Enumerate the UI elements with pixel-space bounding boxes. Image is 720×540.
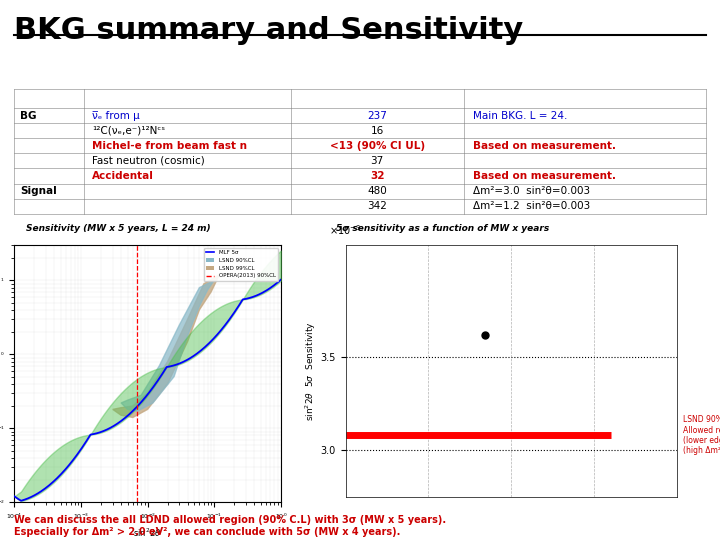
Text: Accidental: Accidental — [92, 171, 153, 181]
Legend: MLF 5σ, LSND 90%CL, LSND 99%CL, OPERA(2013) 90%CL: MLF 5σ, LSND 90%CL, LSND 99%CL, OPERA(20… — [204, 248, 278, 281]
Text: $\times10^{-3}$: $\times10^{-3}$ — [329, 224, 361, 237]
Text: Number of Event/50t/5y: Number of Event/50t/5y — [307, 93, 447, 104]
Text: BKG summary and Sensitivity: BKG summary and Sensitivity — [14, 16, 523, 45]
Text: Contents: Contents — [161, 93, 214, 104]
Text: <13 (90% CI UL): <13 (90% CI UL) — [330, 141, 425, 151]
Polygon shape — [113, 274, 220, 417]
Text: ν̅ₑ from μ: ν̅ₑ from μ — [92, 111, 140, 120]
Y-axis label: sin$^2$2$\theta$  5$\sigma$  Sensitivity: sin$^2$2$\theta$ 5$\sigma$ Sensitivity — [303, 321, 318, 421]
Text: Michel-e from beam fast n: Michel-e from beam fast n — [92, 141, 247, 151]
Text: Signal: Signal — [20, 186, 57, 196]
Text: 37: 37 — [371, 156, 384, 166]
Text: We can discuss the all LDND allowed region (90% C.L) with 3σ (MW x 5 years).: We can discuss the all LDND allowed regi… — [14, 515, 446, 525]
Text: Based on measurement.: Based on measurement. — [473, 171, 616, 181]
Text: Based on measurement.: Based on measurement. — [473, 141, 616, 151]
Text: ¹²C(νₑ,e⁻)¹²Nᶜˢ: ¹²C(νₑ,e⁻)¹²Nᶜˢ — [92, 126, 165, 136]
Text: LSND 90%CL
Allowed region
(lower edge)
(high Δm² region): LSND 90%CL Allowed region (lower edge) (… — [683, 415, 720, 455]
Text: BG: BG — [20, 111, 37, 120]
Polygon shape — [121, 280, 215, 411]
Text: Δm²=1.2  sin²θ=0.003: Δm²=1.2 sin²θ=0.003 — [473, 201, 590, 211]
Text: Comments: Comments — [554, 93, 616, 104]
Text: 5σ sensitivity as a function of MW x years: 5σ sensitivity as a function of MW x yea… — [336, 224, 549, 233]
X-axis label: sin$^2$2$\theta$: sin$^2$2$\theta$ — [133, 527, 162, 539]
Text: 342: 342 — [367, 201, 387, 211]
Text: Especially for Δm² > 2.0 eV², we can conclude with 5σ (MW x 4 years).: Especially for Δm² > 2.0 eV², we can con… — [14, 527, 401, 537]
Text: Sensitivity (MW x 5 years, L = 24 m): Sensitivity (MW x 5 years, L = 24 m) — [26, 224, 210, 233]
Text: 480: 480 — [367, 186, 387, 196]
Text: Main BKG. L = 24.: Main BKG. L = 24. — [473, 111, 568, 120]
Text: 16: 16 — [371, 126, 384, 136]
Text: 237: 237 — [367, 111, 387, 120]
Text: Source: Source — [29, 93, 69, 104]
Text: Δm²=3.0  sin²θ=0.003: Δm²=3.0 sin²θ=0.003 — [473, 186, 590, 196]
Text: Fast neutron (cosmic): Fast neutron (cosmic) — [92, 156, 204, 166]
Text: 32: 32 — [370, 171, 384, 181]
